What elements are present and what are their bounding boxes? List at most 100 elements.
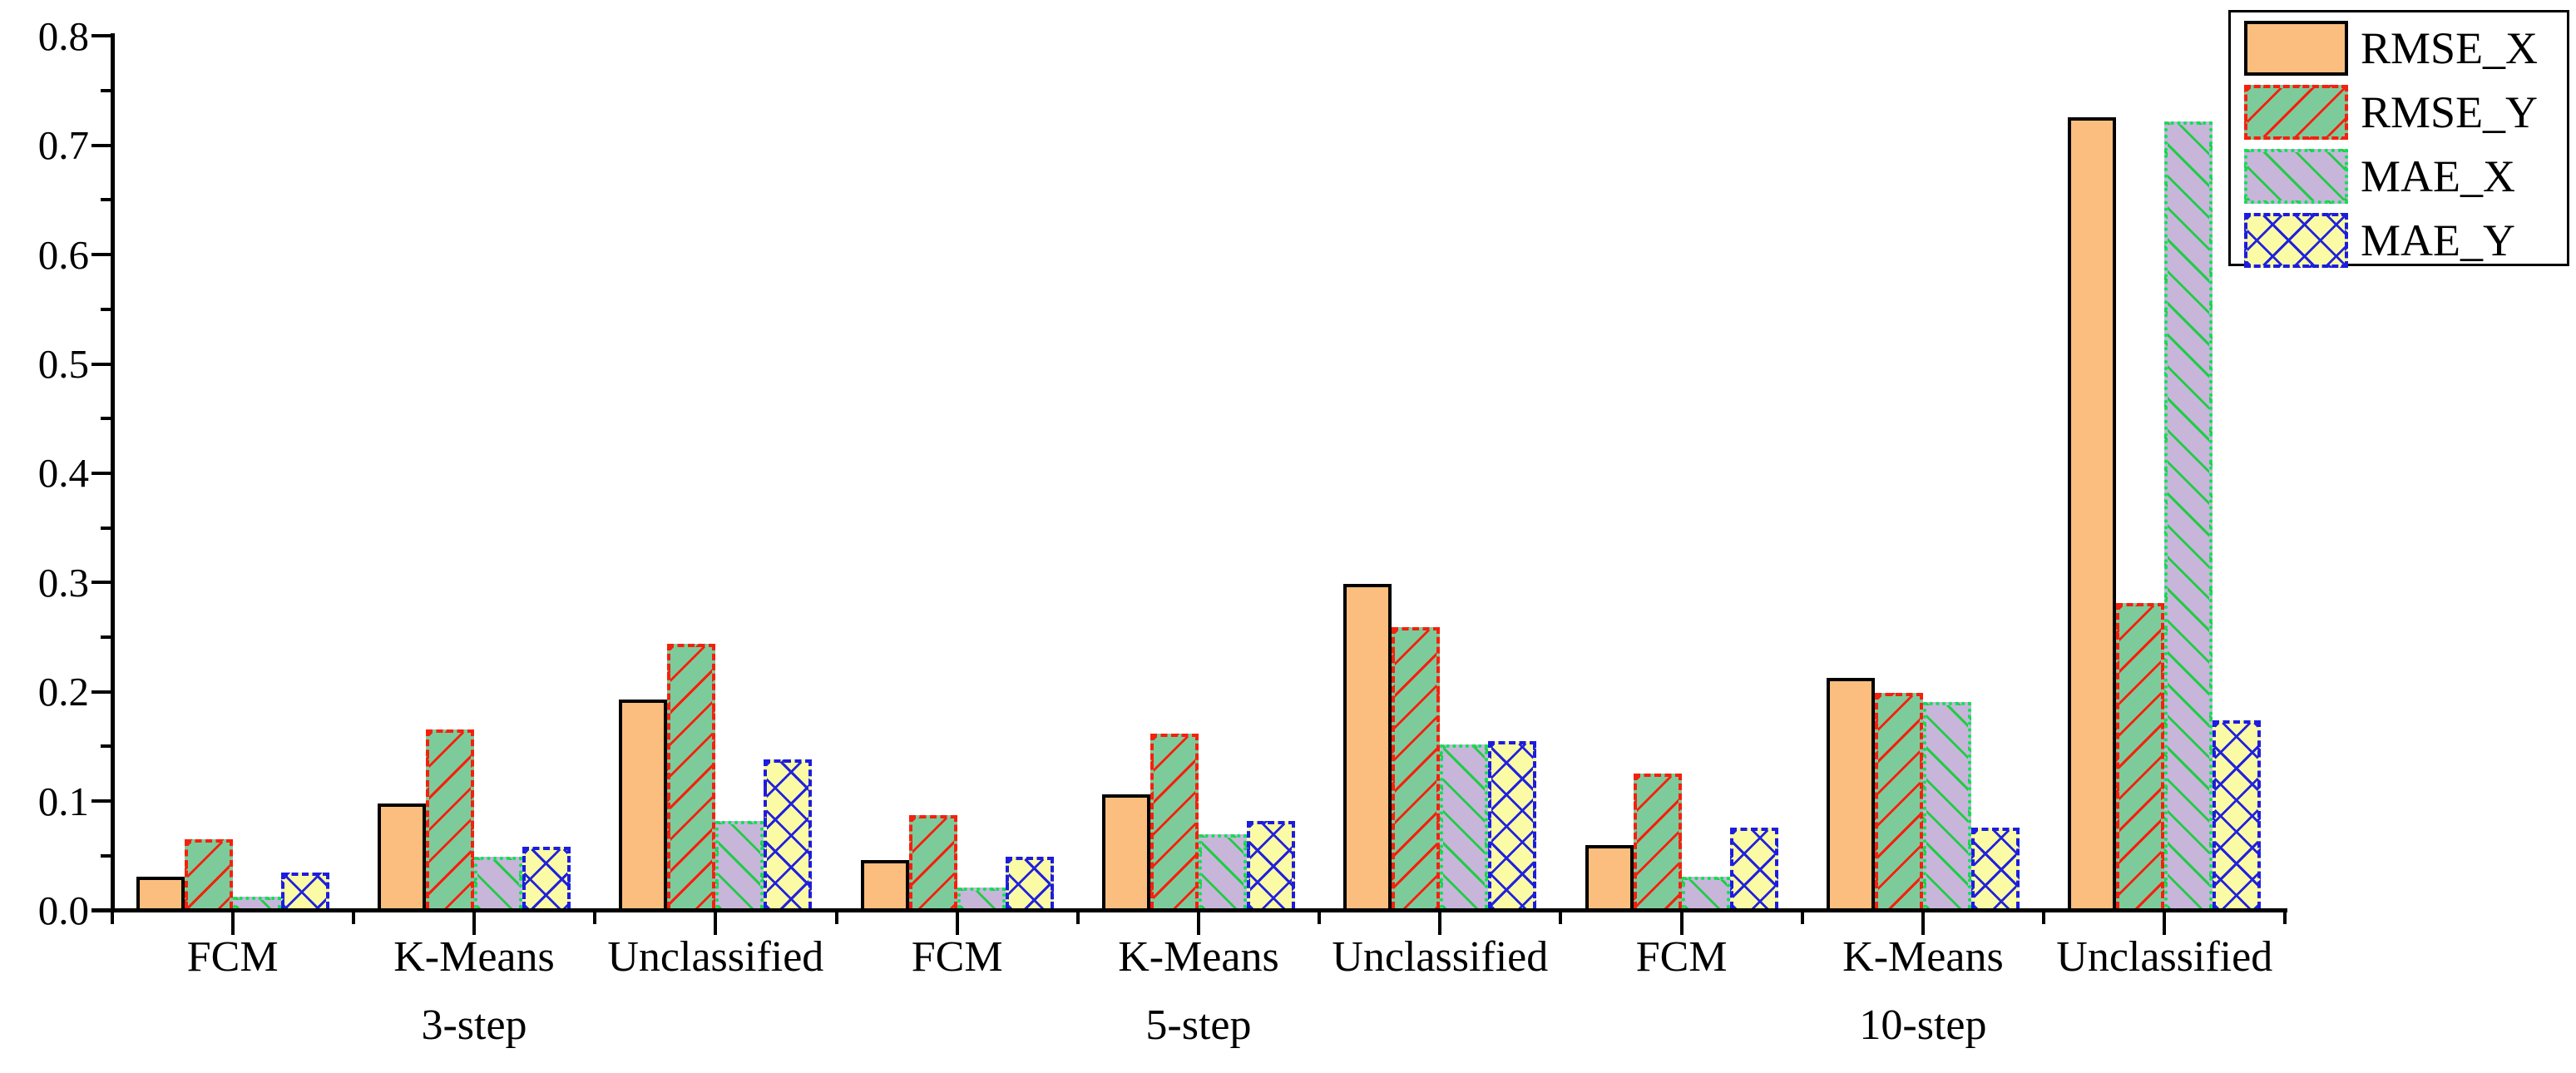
x-major-tick [1438, 912, 1442, 935]
legend-label-mae-y: MAE_Y [2361, 215, 2515, 265]
x-category-label: FCM [1635, 932, 1728, 981]
bar-mae_x-7 [1681, 877, 1730, 908]
y-major-tick [91, 362, 111, 366]
x-major-tick [1921, 912, 1925, 935]
bar-rmse_y-1 [184, 839, 233, 908]
x-minor-tick [2042, 912, 2046, 924]
x-axis-line [91, 908, 2287, 912]
legend-swatch-rmse-x-icon [2244, 21, 2348, 76]
x-minor-tick [834, 912, 838, 924]
y-tick-label: 0.8 [37, 12, 89, 59]
y-minor-tick [101, 635, 111, 639]
x-category-label: Unclassified [2056, 932, 2273, 981]
bar-mae_x-3 [715, 821, 764, 908]
legend-item-rmse-x: RMSE_X [2231, 21, 2567, 76]
legend: RMSE_X RMSE_Y MAE_X MAE_Y [2228, 10, 2569, 268]
bar-rmse_y-5 [1150, 734, 1199, 908]
x-major-tick [2163, 912, 2167, 935]
y-minor-tick [101, 526, 111, 530]
x-major-tick [955, 912, 959, 935]
bar-rmse_x-8 [1826, 678, 1875, 908]
x-minor-tick [351, 912, 355, 924]
legend-swatch-mae-x-icon [2244, 149, 2348, 204]
y-major-tick [91, 690, 111, 694]
y-minor-tick [101, 744, 111, 749]
x-category-label: FCM [911, 932, 1003, 981]
y-tick-label: 0.7 [37, 122, 89, 169]
legend-label-mae-x: MAE_X [2361, 151, 2515, 201]
x-minor-tick [1800, 912, 1804, 924]
bar-rmse_x-4 [860, 860, 909, 908]
x-major-tick [1196, 912, 1200, 935]
x-category-label: Unclassified [607, 932, 824, 981]
y-tick-label: 0.6 [37, 231, 89, 278]
bar-rmse_y-8 [1874, 693, 1923, 908]
y-minor-tick [101, 89, 111, 92]
bar-mae_y-2 [522, 847, 571, 908]
legend-swatch-rmse-y-icon [2244, 85, 2348, 140]
legend-label-rmse-y: RMSE_Y [2361, 87, 2539, 137]
y-minor-tick [101, 853, 111, 858]
legend-item-mae-y: MAE_Y [2231, 213, 2567, 268]
y-tick-label: 0.3 [37, 559, 89, 606]
bar-mae_y-8 [1970, 828, 2020, 908]
bar-rmse_x-3 [619, 700, 668, 908]
x-group-label: 10-step [1859, 1001, 1987, 1049]
bar-mae_y-3 [764, 759, 813, 908]
y-major-tick [91, 581, 111, 585]
bar-mae_x-1 [232, 897, 281, 908]
bar-mae_x-8 [1922, 702, 1971, 908]
y-major-tick [91, 143, 111, 147]
bar-rmse_y-9 [2116, 603, 2165, 908]
y-major-tick [91, 799, 111, 804]
y-tick-label: 0.4 [37, 450, 89, 497]
bar-rmse_x-2 [378, 804, 427, 908]
x-category-label: Unclassified [1332, 932, 1549, 981]
bar-rmse_y-2 [426, 729, 475, 908]
bar-mae_y-5 [1246, 821, 1295, 908]
y-tick-label: 0.1 [37, 778, 89, 824]
y-minor-tick [101, 307, 111, 311]
x-category-label: FCM [186, 932, 279, 981]
y-major-tick [91, 253, 111, 257]
y-tick-label: 0.5 [37, 341, 89, 387]
y-tick-label: 0.0 [37, 888, 89, 933]
x-group-label: 5-step [1145, 1001, 1252, 1049]
bar-rmse_y-4 [908, 815, 957, 908]
x-group-label: 3-step [421, 1001, 527, 1049]
legend-item-rmse-y: RMSE_Y [2231, 85, 2567, 140]
x-category-label: K-Means [393, 932, 555, 981]
bar-mae_x-5 [1198, 834, 1247, 908]
y-major-tick [91, 908, 111, 912]
y-minor-tick [101, 198, 111, 202]
y-minor-tick [101, 417, 111, 421]
bar-mae_x-4 [957, 888, 1006, 908]
y-major-tick [91, 34, 111, 38]
bar-mae_y-1 [280, 873, 329, 908]
y-tick-label: 0.2 [37, 669, 89, 715]
legend-swatch-mae-y-icon [2244, 213, 2348, 268]
bar-rmse_y-7 [1633, 774, 1682, 908]
bar-mae_y-4 [1005, 857, 1054, 908]
x-major-tick [714, 912, 718, 935]
bar-rmse_x-6 [1343, 584, 1392, 908]
bar-rmse_x-5 [1101, 794, 1150, 908]
y-axis-line [111, 33, 115, 912]
bar-rmse_y-3 [667, 644, 716, 908]
x-minor-tick [2283, 912, 2287, 924]
bar-rmse_x-9 [2068, 117, 2117, 908]
x-category-label: K-Means [1842, 932, 2004, 981]
bar-mae_y-7 [1729, 828, 1778, 908]
x-category-label: K-Means [1118, 932, 1279, 981]
bar-rmse_x-1 [136, 877, 185, 908]
x-minor-tick [110, 912, 114, 924]
x-major-tick [230, 912, 235, 935]
y-major-tick [91, 471, 111, 475]
bar-mae_x-6 [1440, 744, 1489, 908]
bar-mae_x-2 [474, 857, 523, 908]
legend-item-mae-x: MAE_X [2231, 149, 2567, 204]
bar-mae_x-9 [2164, 121, 2213, 908]
x-minor-tick [593, 912, 597, 924]
